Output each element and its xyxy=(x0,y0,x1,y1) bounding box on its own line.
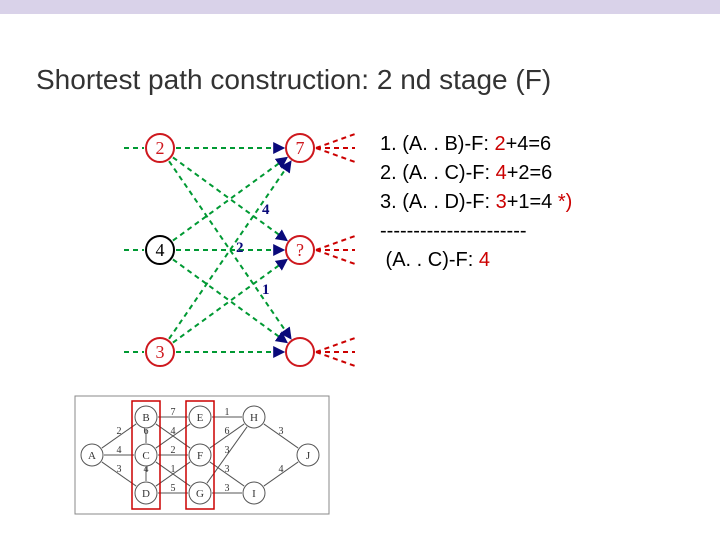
svg-text:2: 2 xyxy=(156,138,165,158)
svg-text:3: 3 xyxy=(225,483,230,494)
svg-text:2: 2 xyxy=(236,240,244,256)
header-bar xyxy=(0,0,720,14)
svg-text:F: F xyxy=(197,450,203,462)
svg-text:5: 5 xyxy=(171,483,176,494)
calculation-text: 1. (A. . B)-F: 2+4=62. (A. . C)-F: 4+2=6… xyxy=(380,130,700,275)
svg-text:1: 1 xyxy=(262,282,270,298)
svg-text:E: E xyxy=(197,412,204,424)
svg-text:4: 4 xyxy=(156,240,165,260)
svg-text:J: J xyxy=(306,450,311,462)
svg-text:7: 7 xyxy=(171,407,176,418)
svg-text:3: 3 xyxy=(225,445,230,456)
svg-text:3: 3 xyxy=(225,464,230,475)
svg-text:3: 3 xyxy=(117,464,122,475)
svg-text:2: 2 xyxy=(117,426,122,437)
svg-text:4: 4 xyxy=(117,445,122,456)
svg-text:3: 3 xyxy=(279,426,284,437)
svg-text:1: 1 xyxy=(171,464,176,475)
svg-text:4: 4 xyxy=(262,202,270,218)
svg-text:2: 2 xyxy=(171,445,176,456)
svg-text:G: G xyxy=(196,488,204,500)
main-diagram: 4 2 1 2 7 4? 3 xyxy=(60,122,360,387)
svg-text:7: 7 xyxy=(296,138,305,158)
svg-text:6: 6 xyxy=(225,426,230,437)
svg-text:I: I xyxy=(252,488,256,500)
svg-text:?: ? xyxy=(296,240,304,260)
slide-title: Shortest path construction: 2 nd stage (… xyxy=(36,64,551,96)
svg-text:D: D xyxy=(142,488,150,500)
svg-text:A: A xyxy=(88,450,96,462)
svg-text:4: 4 xyxy=(279,464,284,475)
svg-text:1: 1 xyxy=(225,407,230,418)
reference-subgraph: 24374624151633334ABCDEFGHIJ xyxy=(74,395,330,515)
svg-text:H: H xyxy=(250,412,258,424)
slide: Shortest path construction: 2 nd stage (… xyxy=(0,0,720,540)
svg-text:C: C xyxy=(142,450,149,462)
svg-text:3: 3 xyxy=(156,342,165,362)
svg-text:B: B xyxy=(142,412,149,424)
